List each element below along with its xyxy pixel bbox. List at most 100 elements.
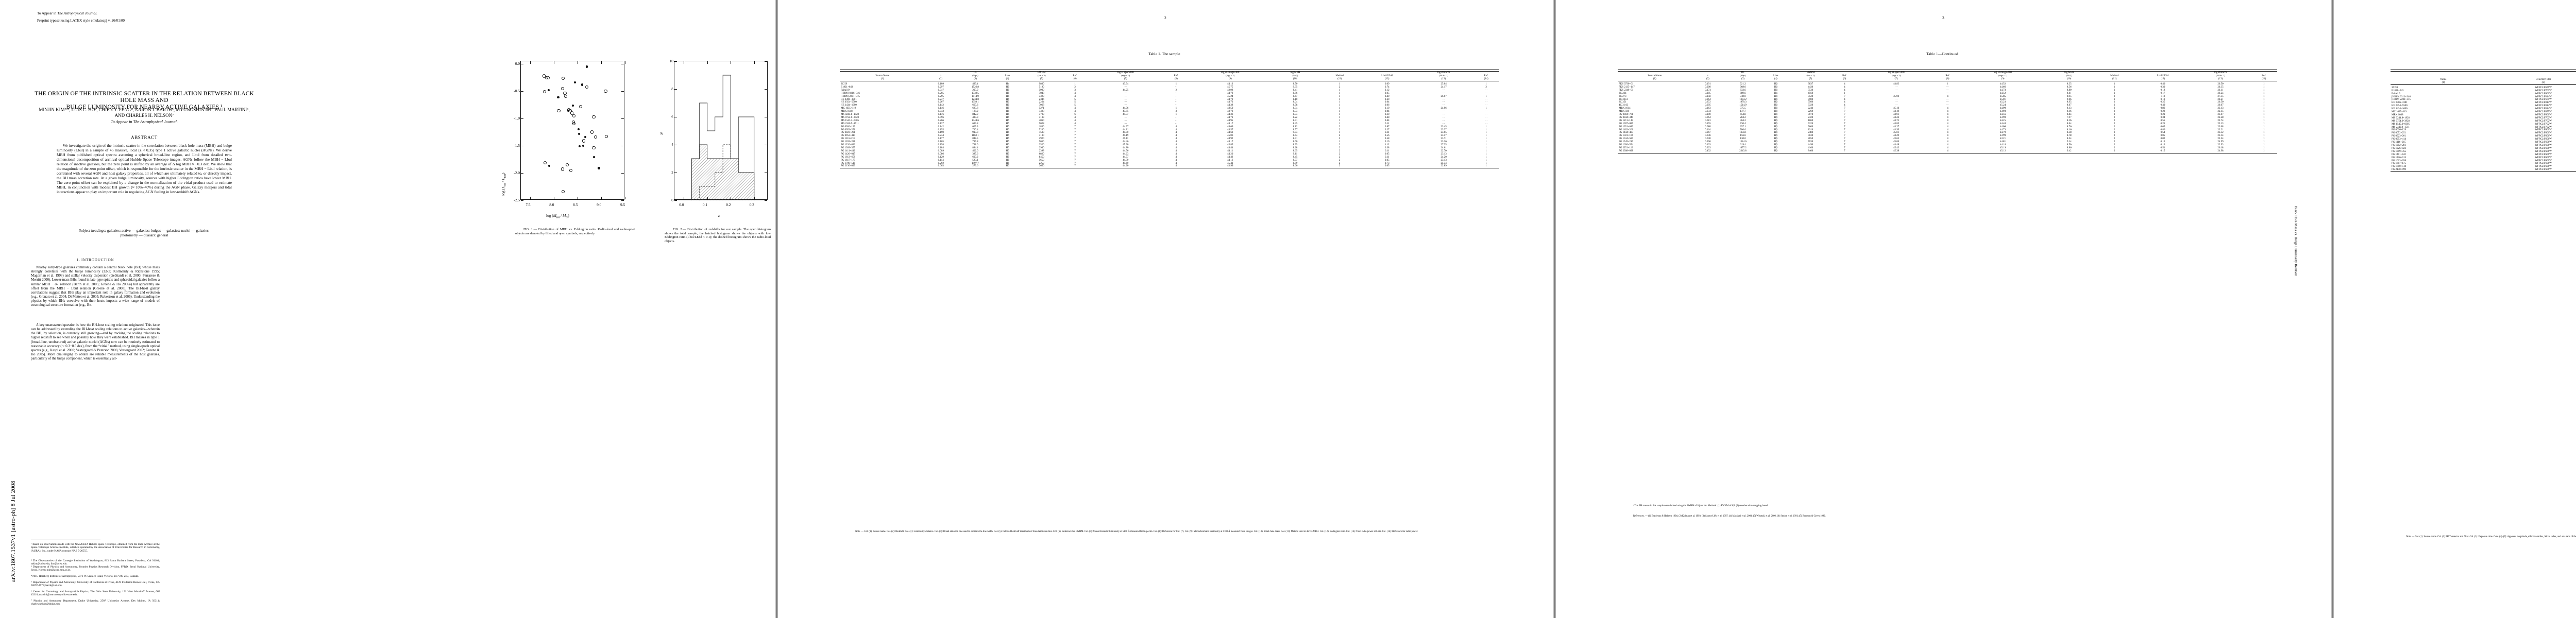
table-1-cell: Hβ — [1006, 98, 1009, 101]
table-row: E1821+643 0.297 1526.8 Hβ 5190 2 ··· ··· 45.75 9.… — [840, 86, 1499, 89]
table-2-cell: WFPC2/F702W — [2535, 119, 2552, 123]
table-2-cell: WFPC2/F606W — [2535, 92, 2552, 95]
figure-1-data-point — [548, 89, 550, 92]
table-1-cell: 1 — [1338, 141, 1341, 144]
table-1-cont-row-name: PKS 2135−147 — [1619, 85, 1635, 89]
table-1-cont-cell: 22.28 — [2217, 116, 2224, 119]
table-1-cell: 0.10 — [1384, 141, 1389, 144]
table-1-cell: ··· — [1124, 122, 1127, 125]
table-1-cell: 2264 — [1039, 101, 1044, 104]
table-row: PG 1116+215 0.177 848.5 Hβ 2920 7 45.11 4 44.92 8… — [840, 138, 1499, 141]
table-1-cont-cell: 730.4 — [1740, 122, 1746, 125]
table-1-cont-cell: Hβ — [1774, 98, 1777, 101]
table-1-cell: 435.8 — [972, 116, 978, 119]
table-1-cell: 0.56 — [1384, 134, 1389, 138]
table-1-cont-cell: 397.1 — [1740, 125, 1746, 128]
table-1-column-number: (7) — [1124, 78, 1127, 81]
table-1-cont-cell: Hβ — [1774, 95, 1777, 98]
table-1-cell: 9.35 — [1293, 85, 1298, 89]
table-1-cell: 8.70 — [1293, 82, 1298, 85]
table-1-cell: 26.07 — [1440, 95, 1447, 98]
table-1-cell: 2 — [1338, 125, 1341, 128]
table-1-cell: 44.38 — [1227, 104, 1233, 107]
table-1-cont-cell: 0.155 — [1705, 122, 1711, 125]
table-1-cell: 0.142 — [938, 104, 944, 107]
table-2-cell: WFPC2/F606W — [2535, 168, 2552, 171]
table-1-cont-cell: 284.2 — [1740, 116, 1746, 119]
table-1-cont-footnote: ª The BH masses in this sample were deri… — [1633, 505, 1769, 507]
figure-2-series-open — [691, 75, 755, 200]
table-row: PG 1202+281 0.165 785.8 Hβ 5050 7 44.46 4 44.17 8… — [840, 141, 1499, 144]
table-1-cont-cell: 4160 — [1808, 147, 1814, 150]
table-1-cell: 44.72 — [1227, 92, 1233, 95]
table-row: PG 0804+761 0.100 454.8 Hβ 3070 7 44.91 4 44.56 8… — [1618, 113, 2277, 116]
table-1-cell: ··· — [1485, 92, 1488, 95]
figure-2-y-tick — [674, 89, 677, 90]
table-1-cont-cell: 748.0 — [1740, 95, 1746, 98]
figure-1-data-point — [548, 165, 551, 167]
table-1-cont-row-name: PG 1534+580 — [1619, 138, 1633, 141]
figure-2-x-tick — [754, 61, 755, 64]
table-1-cont-cell: 23.14 — [2217, 134, 2224, 138]
table-2-cell: WFPC2/F814W — [2535, 105, 2552, 108]
table-1-cont-cell: 8.13 — [2066, 107, 2072, 110]
table-1-row-name: PG 1426+015 — [841, 152, 855, 156]
table-2-group-header — [2391, 71, 2576, 75]
table-1-cell: 1338.5 — [972, 92, 979, 95]
table-1-cell: 6 — [1074, 113, 1076, 116]
table-1-cell: 1 — [1485, 138, 1487, 141]
table-1-cell: Hβ — [1006, 107, 1009, 110]
table-1-cont-cell: 9.06 — [2066, 98, 2072, 101]
table-1-cont-cell: 45.23 — [1999, 101, 2006, 104]
table-1-cell: 1 — [1485, 95, 1487, 98]
table-1-column-header: log λLspec5100 (ergs s⁻¹) — [1117, 71, 1134, 77]
table-1-cont-cell: 1 — [2113, 98, 2115, 101]
table-1-cell: 1 — [1074, 82, 1076, 85]
table-1-cont-cell: 26.50 — [2217, 101, 2224, 104]
table-1-row-name: PG 1226+023 — [841, 144, 855, 147]
table-1-cont-cell: 7 — [1844, 122, 1845, 125]
table-1-cell: ··· — [1442, 92, 1445, 95]
table-1-cell: 4 — [1175, 131, 1177, 134]
table-1-cell: 22.70 — [1440, 149, 1447, 152]
table-1-cont-cell: 44.25 — [1999, 119, 2006, 122]
table-row: PG 2130+099 0.063 279.6 Hβ 2650 7 44.20 4 43.99 8… — [840, 165, 1499, 168]
table-1-cont-column-header: DL (Mpc) — [1740, 71, 1746, 77]
table-1-cell: 0.266 — [938, 119, 944, 122]
table-row: PG 0923+201 0.190 915.8 Hβ 7500 7 45.00 4 44.63 9… — [840, 131, 1499, 134]
table-1-cell: 387.6 — [972, 152, 978, 156]
table-1-cell: 0.74 — [1384, 85, 1389, 89]
table-1-column-header: Ref. — [1484, 75, 1488, 78]
table-1-cont-row-name: PG 1402+261 — [1619, 128, 1633, 131]
table-1-cell: Hβ — [1006, 149, 1009, 152]
table-1-row-name: MC 1635+119 — [841, 107, 856, 110]
table-1-cell: 8.45 — [1293, 122, 1298, 125]
table-row: [HB89] 2201+315WFPC2/F675W140017.133.524… — [2391, 98, 2576, 101]
table-1-cont-cell: 26.18 — [2217, 147, 2224, 150]
table-row: PG 1426+015WFPC2/F606W50014.914.924.000.… — [2391, 157, 2576, 160]
arxiv-stamp-strip: arXiv:1807.1537v1 [astro-ph] 8 Jul 2008 — [0, 0, 16, 618]
table-1-cell: 44.71 — [1227, 116, 1233, 119]
table-row: PG 1613+658WFPC2/F606W50015.264.434.000.… — [2391, 160, 2576, 163]
figure-1-y-tick — [621, 118, 624, 119]
table-row: PKS 0736+01 0.191 921.2 Hβ 3837 4 44.83 1 44.52 8… — [1618, 83, 2277, 86]
table-row: PG 1226+023 0.158 748.0 Hβ 3520 7 45.90 4 45.85 8… — [840, 144, 1499, 147]
table-1-cell: 44.25 — [1123, 89, 1129, 92]
table-2-column-number: (2) — [2541, 81, 2545, 84]
table-1-cell: Hβ — [1006, 113, 1009, 116]
table-1-cont-row-name: PG 2251+113 — [1619, 147, 1633, 150]
table-1-cell: ··· — [1442, 113, 1445, 116]
table-row: Fairall 9WFPC2/F606W50014.314.252.550.85… — [2391, 93, 2576, 96]
table-1-cell: 45.85 — [1227, 144, 1233, 147]
table-1-cont-cell: 1 — [2113, 92, 2115, 95]
table-1-cell: 1 — [1485, 107, 1487, 110]
table-1-cell: 7048 — [1039, 92, 1044, 95]
table-1-cell: Hβ — [1006, 162, 1009, 165]
figure-1-x-tick-label: 9.5 — [620, 202, 625, 207]
table-1-cell: 1 — [1338, 119, 1341, 122]
table-1-cont-cell: Hβ — [1774, 82, 1777, 85]
table-1-cont-cell: 0.036 — [1705, 134, 1711, 138]
table-1-cell: 5 — [1074, 101, 1076, 104]
table-1-cell: 24.61 — [1440, 147, 1447, 150]
table-1-cell: 0.267 — [938, 101, 944, 104]
